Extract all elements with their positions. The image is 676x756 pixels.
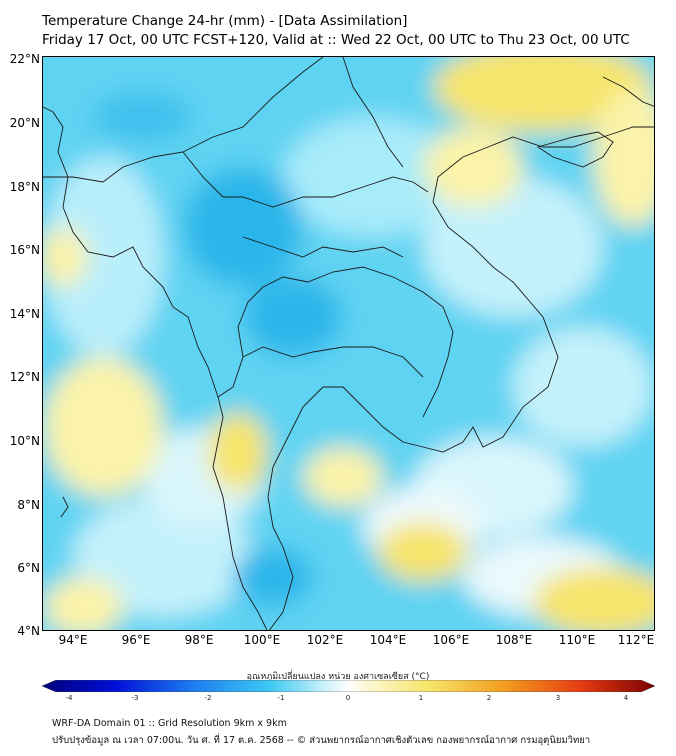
colorbar bbox=[42, 680, 655, 692]
lon-label: 104°E bbox=[369, 633, 407, 647]
lon-label: 112°E bbox=[617, 633, 655, 647]
colorbar-tick: 0 bbox=[345, 694, 351, 702]
lat-label: 16°N bbox=[9, 243, 40, 257]
lat-label: 12°N bbox=[9, 370, 40, 384]
map-panel bbox=[42, 56, 655, 631]
lat-label: 10°N bbox=[9, 434, 40, 448]
colorbar-tick: 3 bbox=[555, 694, 561, 702]
lat-label: 14°N bbox=[9, 307, 40, 321]
lat-label: 6°N bbox=[17, 561, 40, 575]
temperature-map bbox=[43, 57, 654, 630]
lon-label: 108°E bbox=[495, 633, 533, 647]
colorbar-tick: -3 bbox=[131, 694, 139, 702]
lat-label: 18°N bbox=[9, 180, 40, 194]
footer-model-info: WRF-DA Domain 01 :: Grid Resolution 9km … bbox=[52, 718, 287, 729]
title-line-2: Friday 17 Oct, 00 UTC FCST+120, Valid at… bbox=[42, 32, 630, 48]
colorbar-tick: 2 bbox=[486, 694, 492, 702]
lat-label: 8°N bbox=[17, 498, 40, 512]
footer-credits: ปรับปรุงข้อมูล ณ เวลา 07:00น. วัน ศ. ที่… bbox=[52, 735, 591, 746]
colorbar-tick: -2 bbox=[204, 694, 212, 702]
temperature-field bbox=[43, 57, 654, 630]
lon-label: 98°E bbox=[184, 633, 214, 647]
lon-label: 110°E bbox=[558, 633, 596, 647]
colorbar-tick: 1 bbox=[418, 694, 424, 702]
lon-label: 94°E bbox=[58, 633, 88, 647]
colorbar-tick: -1 bbox=[277, 694, 285, 702]
lon-label: 100°E bbox=[243, 633, 281, 647]
lat-label: 20°N bbox=[9, 116, 40, 130]
colorbar-tick: -4 bbox=[65, 694, 73, 702]
title-line-1: Temperature Change 24-hr (mm) - [Data As… bbox=[42, 13, 408, 29]
colorbar-ramp bbox=[42, 680, 655, 692]
coastlines bbox=[43, 57, 654, 630]
colorbar-label: อุณหภูมิเปลี่ยนแปลง หน่วย องศาเซลเซียส (… bbox=[246, 672, 430, 682]
lon-label: 106°E bbox=[432, 633, 470, 647]
lon-label: 102°E bbox=[306, 633, 344, 647]
lat-label: 4°N bbox=[17, 624, 40, 638]
colorbar-tick: 4 bbox=[623, 694, 629, 702]
lon-label: 96°E bbox=[121, 633, 151, 647]
lat-label: 22°N bbox=[9, 52, 40, 66]
chart-title: Temperature Change 24-hr (mm) - [Data As… bbox=[42, 12, 630, 50]
